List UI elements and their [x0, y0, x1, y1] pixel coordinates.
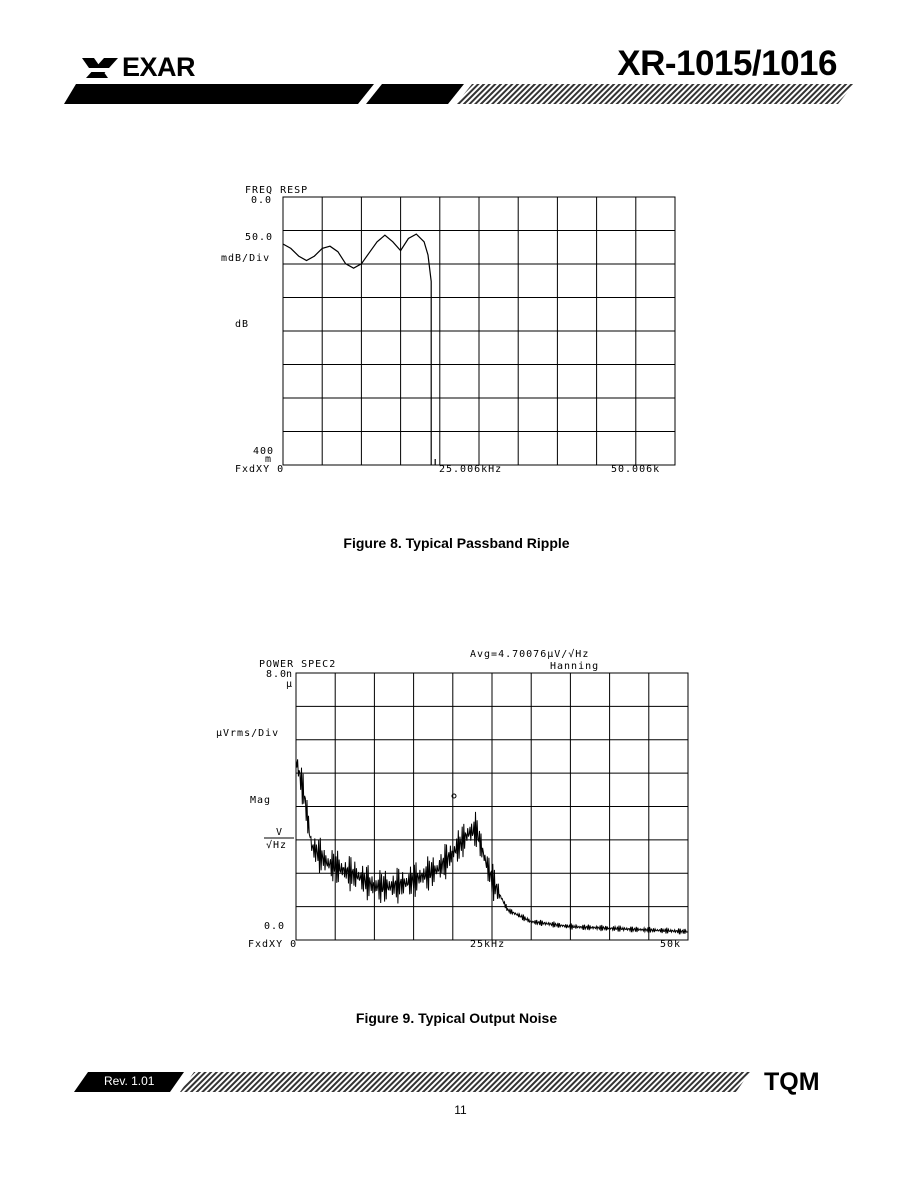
fig9-right-label: 50k [660, 939, 681, 950]
fig9-title: POWER SPEC2 [259, 659, 336, 670]
fig8-top-label: 0.0 [251, 195, 272, 206]
fig9-scale-label: μVrms/Div [216, 728, 279, 739]
footer-band: Rev. 1.01 [74, 1072, 750, 1092]
fig8-fxdxy-label: FxdXY 0 [235, 464, 284, 475]
fig9-top-label: 8.0 [266, 669, 287, 680]
fig9-window-label: Hanning [550, 661, 599, 672]
figure-8-caption: Figure 8. Typical Passband Ripple [343, 535, 570, 551]
exar-logo-mark-icon [78, 58, 120, 78]
fig8-response-curve [282, 233, 436, 465]
figure-9-caption: Figure 9. Typical Output Noise [355, 1010, 558, 1026]
fig9-unit-hz: √Hz [266, 839, 287, 851]
exar-logo: EXAR [78, 50, 218, 86]
fig9-bottom-label: 0.0 [264, 921, 285, 932]
fig8-right-label: 50.006k [611, 464, 660, 475]
figure-9-chart: Avg=4.70076μV/√Hz Hanning POWER SPEC2 8.… [216, 648, 689, 950]
fig8-title: FREQ RESP [245, 185, 308, 196]
fig9-noise-spectrum [295, 759, 689, 935]
revision-label: Rev. 1.01 [104, 1074, 155, 1088]
fig9-fxdxy-label: FxdXY 0 [248, 939, 297, 950]
fig8-bottom-label: 400 [253, 446, 274, 457]
tqm-logo-text: TQM [764, 1068, 820, 1096]
tqm-logo: TQM [764, 1068, 820, 1097]
fig9-top-sub: n [286, 669, 293, 680]
page-number: 11 [454, 1103, 467, 1117]
fig9-mid-label: 25kHz [470, 939, 505, 950]
fig9-unit-v: V [276, 827, 283, 838]
fig8-unit-label: dB [235, 319, 249, 330]
fig9-top-mu: μ [286, 679, 293, 690]
fig8-scale-label: mdB/Div [221, 253, 270, 264]
fig9-unit-label: Mag [250, 795, 271, 806]
figure-8-chart: FREQ RESP 0.0 50.0 mdB/Div dB 400 m FxdX… [221, 185, 676, 475]
fig8-bottom-sub: m [265, 454, 272, 465]
fig8-ref-label: 50.0 [245, 232, 273, 243]
fig9-avg-label: Avg=4.70076μV/√Hz [470, 648, 589, 660]
fig8-mid-label: 25.006kHz [439, 464, 502, 475]
brand-name: EXAR [122, 52, 196, 82]
fig9-marker [451, 793, 457, 799]
header-band [64, 84, 854, 104]
document-title: XR-1015/1016 [617, 44, 837, 83]
